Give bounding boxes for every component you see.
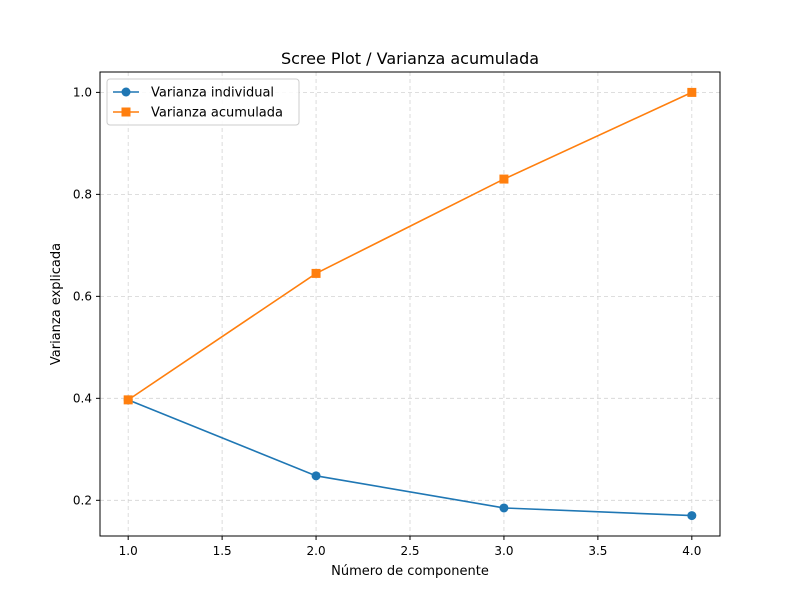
x-tick-label: 4.0 bbox=[682, 544, 701, 558]
data-point-circle bbox=[687, 511, 697, 521]
legend-item: Varianza individual bbox=[113, 86, 274, 101]
series-line bbox=[127, 91, 693, 401]
y-tick-label: 0.4 bbox=[73, 391, 92, 405]
grid-lines bbox=[100, 72, 720, 536]
legend-label: Varianza individual bbox=[151, 86, 274, 101]
legend-box bbox=[106, 78, 300, 126]
data-point-circle bbox=[311, 471, 321, 481]
data-point-square bbox=[499, 174, 509, 184]
legend-marker-circle bbox=[121, 87, 131, 97]
series-2 bbox=[123, 87, 697, 405]
series-line bbox=[127, 399, 692, 517]
y-tick-label: 0.8 bbox=[73, 187, 92, 201]
y-tick-label: 0.6 bbox=[73, 289, 92, 303]
chart-title: Scree Plot / Varianza acumulada bbox=[281, 49, 539, 68]
x-tick-label: 1.0 bbox=[119, 544, 138, 558]
y-axis-ticks: 0.2 0.4 0.6 0.8 1.0 bbox=[73, 85, 100, 507]
legend: Varianza individual Varianza acumulada bbox=[106, 78, 300, 126]
data-point-square bbox=[311, 268, 321, 278]
y-tick-label: 1.0 bbox=[73, 85, 92, 99]
x-tick-label: 3.0 bbox=[494, 544, 513, 558]
x-tick-label: 2.5 bbox=[400, 544, 419, 558]
y-tick-label: 0.2 bbox=[73, 493, 92, 507]
data-point-square bbox=[687, 87, 697, 97]
legend-label: Varianza acumulada bbox=[151, 106, 283, 121]
y-axis-label: Varianza explicada bbox=[49, 243, 64, 365]
legend-item: Varianza acumulada bbox=[113, 106, 283, 121]
x-tick-label: 1.5 bbox=[213, 544, 232, 558]
x-axis-ticks: 1.0 1.5 2.0 2.5 3.0 3.5 4.0 bbox=[119, 536, 701, 558]
x-tick-label: 3.5 bbox=[588, 544, 607, 558]
x-axis-label: Número de componente bbox=[331, 564, 489, 579]
x-tick-label: 2.0 bbox=[307, 544, 326, 558]
data-point-circle bbox=[499, 503, 509, 513]
legend-marker-square bbox=[121, 107, 131, 117]
data-point-square bbox=[123, 395, 133, 405]
series-layer bbox=[123, 87, 697, 521]
